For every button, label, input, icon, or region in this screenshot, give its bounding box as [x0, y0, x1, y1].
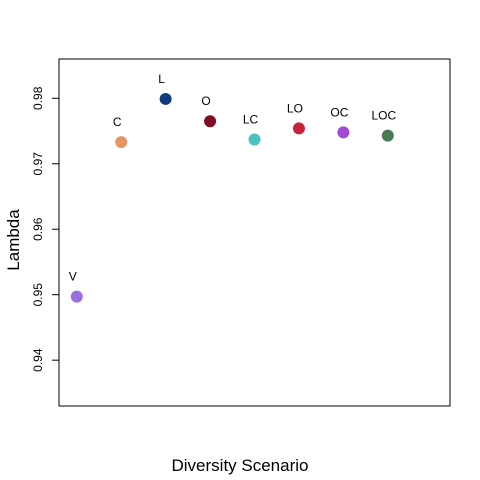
data-label-lo: LO — [287, 101, 303, 115]
data-label-v: V — [69, 270, 77, 284]
data-point-oc — [337, 126, 350, 139]
y-tick-label: 0.95 — [31, 283, 45, 307]
y-tick-label: 0.96 — [31, 217, 45, 241]
y-tick-label: 0.94 — [31, 348, 45, 372]
data-points — [70, 92, 394, 303]
y-axis: 0.94 0.95 0.96 0.97 0.98 — [31, 86, 60, 372]
y-tick-label: 0.98 — [31, 86, 45, 110]
data-point-lo — [292, 122, 305, 135]
data-point-o — [204, 115, 217, 128]
data-label-oc: OC — [330, 105, 348, 119]
data-label-lc: LC — [243, 113, 259, 127]
y-axis-title: Lambda — [4, 209, 23, 271]
data-label-o: O — [201, 94, 210, 108]
data-point-l — [159, 92, 172, 105]
data-point-v — [70, 290, 83, 303]
x-axis-title: Diversity Scenario — [172, 456, 309, 475]
data-label-loc: LOC — [371, 109, 396, 123]
data-point-c — [115, 136, 128, 149]
data-label-c: C — [113, 115, 122, 129]
data-label-l: L — [158, 72, 165, 86]
data-point-loc — [381, 129, 394, 142]
data-point-lc — [248, 133, 261, 146]
y-tick-label: 0.97 — [31, 152, 45, 176]
